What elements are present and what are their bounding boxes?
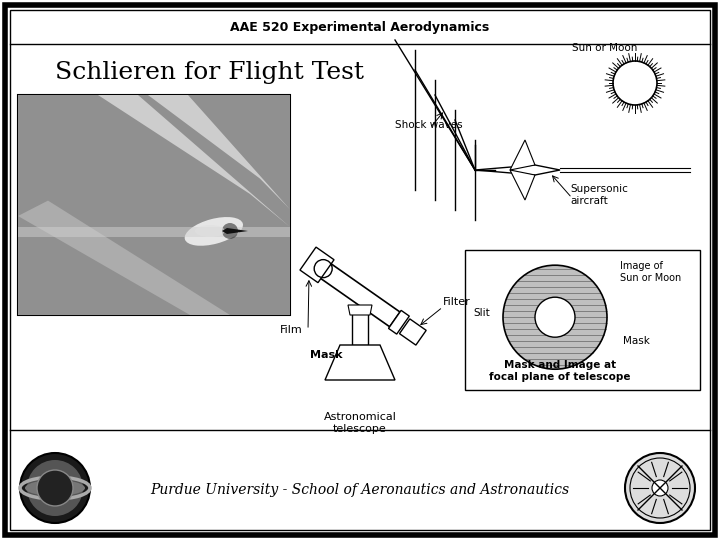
Ellipse shape <box>185 217 243 246</box>
Text: Image of
Sun or Moon: Image of Sun or Moon <box>620 261 681 283</box>
Text: AAE 520 Experimental Aerodynamics: AAE 520 Experimental Aerodynamics <box>230 22 490 35</box>
Circle shape <box>222 223 238 239</box>
Bar <box>18 227 290 237</box>
Circle shape <box>503 265 607 369</box>
Polygon shape <box>400 319 426 345</box>
Text: Slit: Slit <box>473 308 490 318</box>
Text: Purdue University - School of Aeronautics and Astronautics: Purdue University - School of Aeronautic… <box>150 483 570 497</box>
Text: Schlieren for Flight Test: Schlieren for Flight Test <box>55 60 364 84</box>
Bar <box>18 95 290 315</box>
Polygon shape <box>475 165 560 175</box>
Text: Shock waves: Shock waves <box>395 120 463 130</box>
Text: Mask: Mask <box>310 350 343 360</box>
Bar <box>465 250 700 390</box>
Polygon shape <box>300 247 334 282</box>
Circle shape <box>27 460 83 516</box>
Text: Film: Film <box>280 325 302 335</box>
Text: Astronomical
telescope: Astronomical telescope <box>323 412 397 434</box>
Polygon shape <box>98 95 290 227</box>
Polygon shape <box>222 228 248 234</box>
Circle shape <box>652 480 668 496</box>
Circle shape <box>625 453 695 523</box>
Circle shape <box>535 297 575 337</box>
Polygon shape <box>325 345 395 380</box>
Polygon shape <box>389 310 409 334</box>
Polygon shape <box>320 264 400 327</box>
Circle shape <box>20 453 90 523</box>
Ellipse shape <box>25 480 85 496</box>
Text: Mask: Mask <box>623 336 650 346</box>
Text: Supersonic
aircraft: Supersonic aircraft <box>570 184 628 206</box>
Bar <box>352 310 368 345</box>
Circle shape <box>37 470 73 506</box>
Polygon shape <box>348 305 372 315</box>
Text: Filter: Filter <box>443 297 471 307</box>
Text: Mask and Image at
focal plane of telescope: Mask and Image at focal plane of telesco… <box>490 360 631 382</box>
Polygon shape <box>18 200 230 315</box>
Polygon shape <box>510 140 535 170</box>
Text: Sun or Moon: Sun or Moon <box>572 43 638 53</box>
Polygon shape <box>148 95 290 210</box>
Ellipse shape <box>195 225 225 237</box>
Bar <box>18 95 290 315</box>
Polygon shape <box>510 170 535 200</box>
